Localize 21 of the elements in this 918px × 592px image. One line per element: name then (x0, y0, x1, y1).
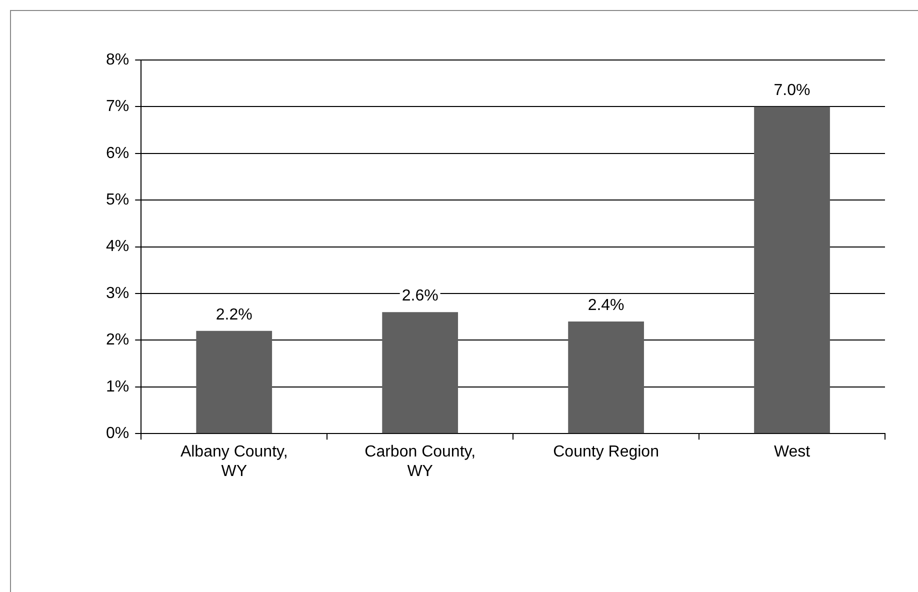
data-label: 7.0% (774, 82, 810, 100)
y-tick-label: 4% (106, 238, 130, 256)
y-tick-label: 1% (106, 378, 130, 396)
bar (382, 312, 458, 434)
data-label: 2.2% (216, 306, 252, 324)
data-label: 2.4% (588, 296, 624, 314)
y-tick-label: 6% (106, 144, 130, 162)
bar (568, 322, 644, 434)
y-tick-label: 2% (106, 332, 130, 349)
data-label: 2.6% (402, 288, 438, 305)
x-tick-label: Carbon County, WY (364, 444, 476, 480)
y-tick-label: 5% (106, 192, 130, 209)
x-tick-label: County Region (553, 444, 659, 461)
y-tick-label: 3% (106, 284, 130, 302)
y-tick-label: 7% (106, 98, 130, 116)
x-tick-label: West (774, 444, 811, 461)
bar (196, 330, 272, 434)
bar (754, 106, 830, 434)
x-tick-label: Albany County, WY (180, 444, 288, 480)
y-tick-label: 0% (106, 425, 130, 442)
y-tick-label: 8% (106, 51, 130, 68)
